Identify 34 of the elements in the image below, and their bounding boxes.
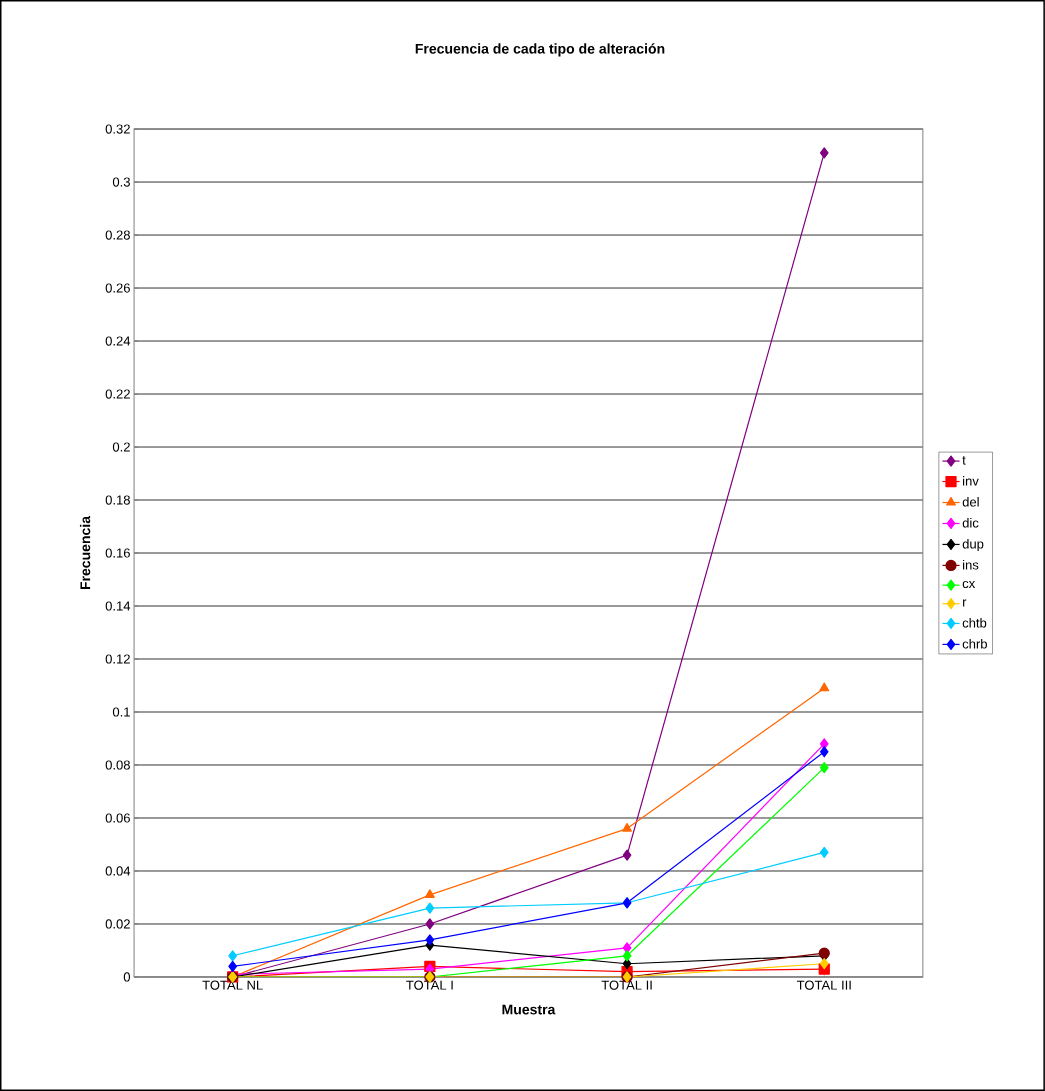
y-tick-label: 0.1 [112,707,130,717]
y-tick-label: 0.2 [112,442,130,452]
y-tick-label: 0.28 [105,230,130,240]
y-tick-label: 0.06 [105,813,130,823]
y-tick-label: 0.32 [105,124,130,134]
y-tick-label: 0 [123,972,131,982]
y-tick-label: 0.02 [105,919,130,929]
y-tick-label: 0.08 [105,760,130,770]
x-tick-label: TOTAL III [796,980,851,990]
legend-label: chtb [962,617,987,628]
y-tick-label: 0.04 [105,866,131,876]
y-tick-label: 0.16 [105,548,130,558]
x-tick-label: TOTAL II [601,980,652,990]
legend-label: dic [962,518,979,528]
x-axis-title: Muestra [502,1004,556,1015]
legend-label: del [962,497,979,507]
x-tick-label: TOTAL I [406,980,453,990]
y-tick-label: 0.14 [105,601,131,611]
y-tick-label: 0.12 [105,654,130,664]
legend-label: inv [963,476,979,486]
y-tick-label: 0.18 [105,495,130,505]
y-tick-label: 0.22 [105,389,130,399]
y-tick-label: 0.3 [112,177,130,187]
legend-label: chrb [962,638,988,649]
legend-label: ins [963,559,979,570]
x-tick-label: TOTAL NL [202,980,263,990]
legend-label: cx [962,580,976,589]
y-axis-title: Frecuencia [80,515,91,590]
chart-title: Frecuencia de cada tipo de alteración [415,43,665,57]
y-tick-label: 0.26 [105,283,130,293]
legend-label: r [963,599,967,607]
legend-label: t [962,456,966,465]
legend-label: dup [962,538,984,552]
y-tick-label: 0.24 [105,336,131,346]
